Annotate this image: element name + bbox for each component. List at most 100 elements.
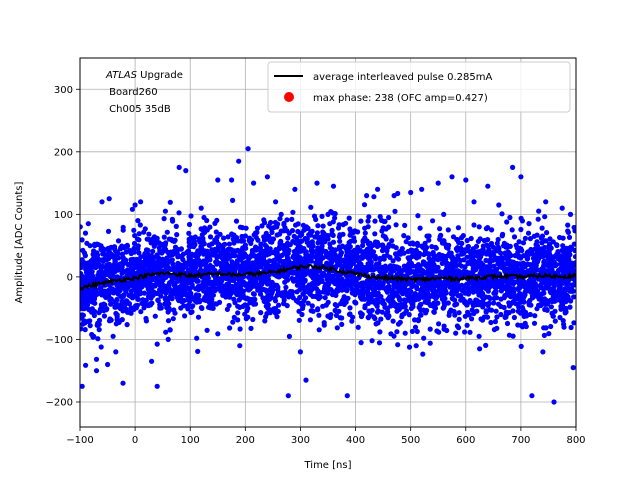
scatter-point [377,214,383,220]
scatter-point [138,309,144,315]
scatter-point [91,333,97,339]
scatter-point [430,257,436,264]
scatter-point [343,285,349,291]
scatter-point [393,245,399,251]
scatter-point [371,194,377,200]
scatter-point [227,278,233,284]
scatter-point [195,259,201,265]
scatter-point [459,251,465,257]
scatter-point [231,232,237,238]
scatter-point [372,256,379,262]
scatter-point [123,306,129,312]
scatter-point [119,294,125,300]
scatter-point [106,249,112,255]
scatter-point [289,216,295,222]
scatter-point [459,240,465,246]
scatter-point [138,199,144,205]
scatter-point [529,393,535,399]
scatter-point [399,312,405,318]
scatter-point [503,314,509,320]
scatter-point [347,226,353,232]
scatter-point [237,343,243,349]
scatter-point [339,321,345,327]
scatter-point [213,259,219,265]
scatter-point [133,303,139,309]
scatter-point [521,309,527,315]
scatter-point [202,225,208,231]
scatter-point [214,217,220,223]
scatter-point [259,281,265,287]
scatter-point [363,282,369,288]
scatter-point [509,293,515,299]
scatter-point [562,258,568,264]
scatter-point [560,235,566,241]
scatter-point [525,230,532,236]
scatter-point [534,232,540,238]
scatter-point [299,238,305,244]
scatter-point [563,305,569,312]
scatter-point [550,295,556,301]
scatter-point [374,303,380,309]
scatter-point [499,284,505,290]
scatter-point [410,241,416,247]
scatter-point [369,307,375,313]
scatter-point [190,277,196,283]
scatter-point [251,291,257,297]
scatter-point [469,316,475,322]
scatter-point [496,248,502,254]
scatter-point [186,261,193,267]
svg-text:ATLAS Upgrade: ATLAS Upgrade [105,70,183,81]
scatter-point [216,299,223,305]
scatter-point [460,233,466,239]
scatter-point [386,214,392,221]
scatter-point [170,316,176,322]
scatter-point [87,323,93,329]
scatter-point [455,225,461,231]
scatter-point [80,247,86,253]
scatter-point [114,296,120,303]
scatter-point [322,295,328,301]
scatter-point [105,293,111,299]
scatter-point [344,250,350,256]
scatter-point [286,333,292,339]
scatter-point [437,226,443,232]
scatter-point [353,300,359,306]
scatter-point [291,269,297,275]
scatter-point [547,236,553,242]
scatter-point [450,291,456,297]
scatter-point [191,238,197,244]
scatter-point [520,240,527,246]
scatter-point [179,254,185,260]
scatter-point [207,224,213,230]
scatter-point [178,305,184,311]
x-tick-label: 100 [181,435,200,446]
scatter-point [520,298,527,304]
scatter-point [127,293,133,299]
scatter-point [445,245,451,251]
scatter-point [354,265,360,271]
scatter-point [242,295,248,301]
scatter-point [478,260,484,266]
scatter-point [481,296,487,302]
scatter-point [498,288,504,294]
scatter-point [428,285,434,291]
scatter-point [281,228,287,234]
scatter-point [495,301,502,307]
scatter-point [85,274,92,280]
scatter-point [528,302,534,308]
scatter-point [117,305,123,312]
scatter-point [171,275,178,281]
scatter-point [432,294,438,300]
scatter-point [221,235,227,241]
scatter-point [507,214,513,221]
scatter-point [414,285,420,292]
annotation-atlas: ATLAS [105,70,138,81]
scatter-point [515,293,521,299]
scatter-point [186,236,192,242]
scatter-point [116,319,122,325]
scatter-point [84,240,90,246]
scatter-point [222,262,228,268]
scatter-point [96,327,102,333]
scatter-point [216,241,222,247]
scatter-point [178,266,184,272]
